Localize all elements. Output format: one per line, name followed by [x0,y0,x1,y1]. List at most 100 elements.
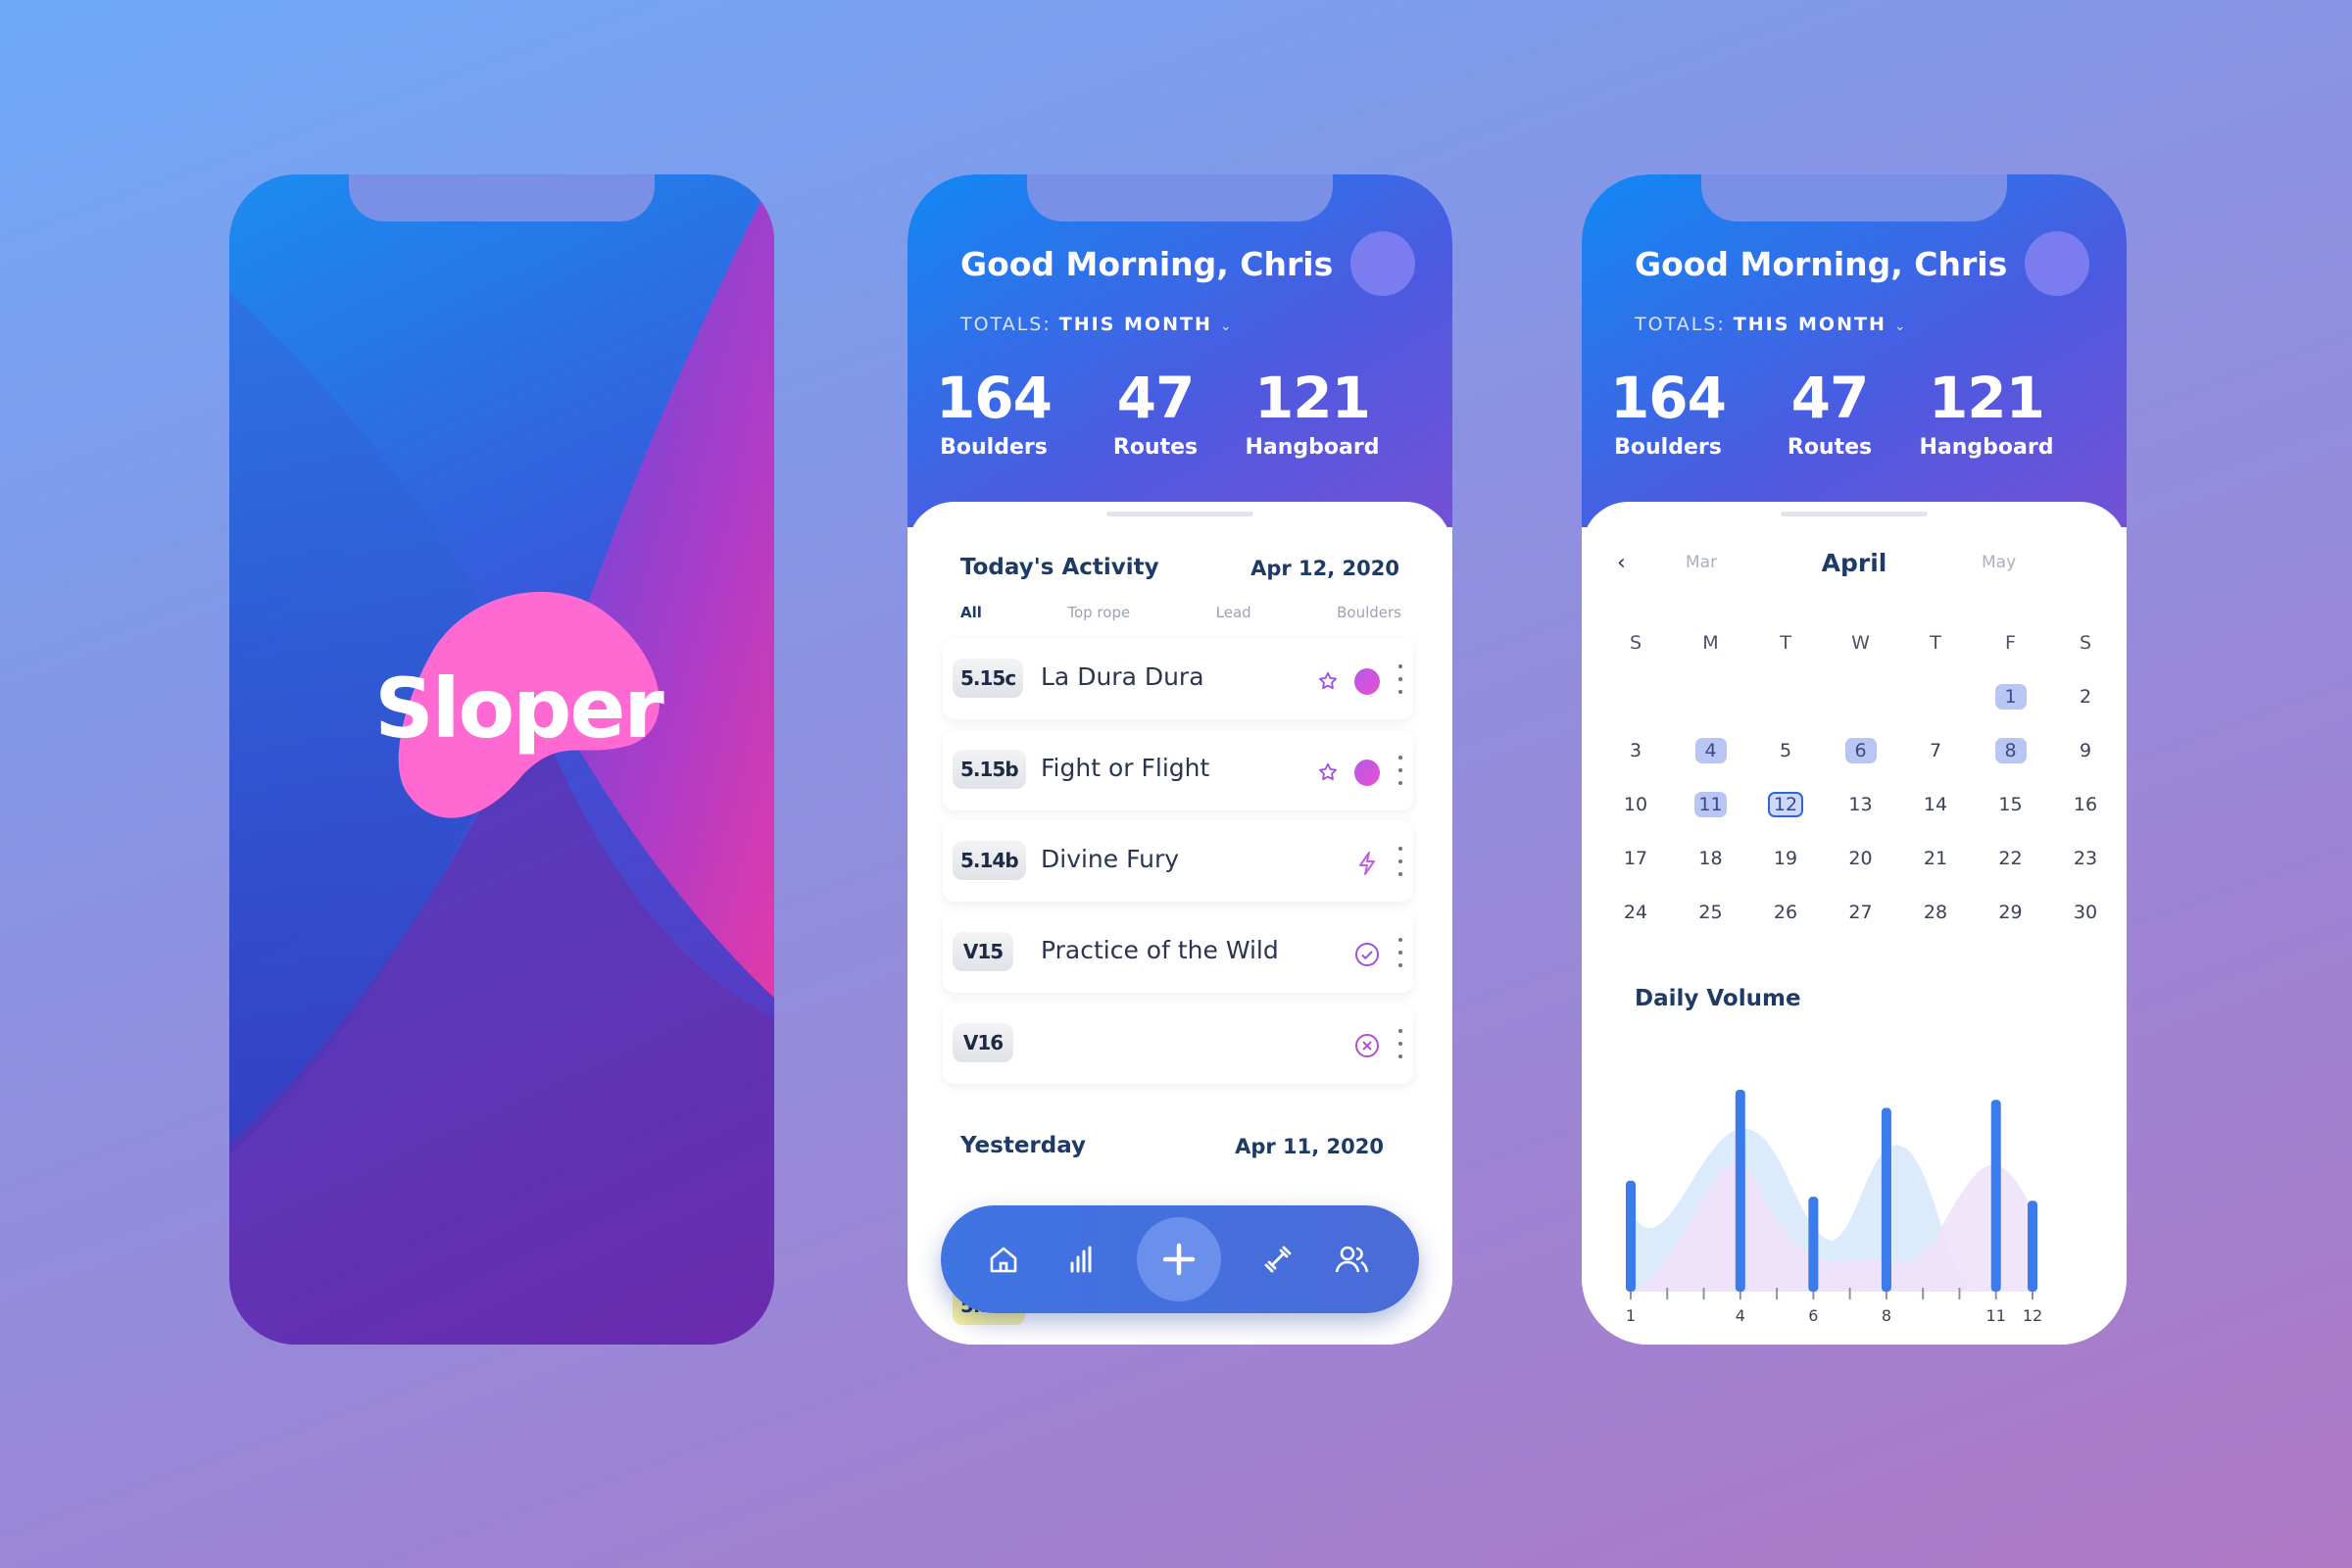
activity-row[interactable]: V16 [943,1004,1413,1084]
more-options-icon[interactable] [1397,664,1403,694]
avatar[interactable] [1350,231,1415,296]
phone-notch [349,174,655,221]
calendar-day[interactable]: 24 [1601,895,1670,930]
activity-row[interactable]: 5.15b Fight or Flight [943,730,1413,810]
more-options-icon[interactable] [1397,1029,1403,1058]
plus-icon[interactable] [1137,1217,1221,1301]
daily-volume-chart: 1 4 6 8 11 12 [1626,1090,2042,1325]
chevron-left-icon[interactable]: ‹ [1617,551,1626,575]
calendar-day[interactable]: 16 [2051,787,2120,822]
more-options-icon[interactable] [1397,847,1403,876]
calendar-day[interactable]: 26 [1751,895,1820,930]
calendar-day[interactable]: 5 [1751,733,1820,768]
volume-bar [1626,1180,1636,1292]
sheet-grab-handle[interactable] [1781,512,1928,516]
bolt-icon[interactable] [1354,851,1380,876]
x-tick-label: 4 [1736,1306,1745,1325]
stat-value: 47 [1790,365,1870,431]
greeting: Good Morning, Chris [1635,245,2008,283]
stats-icon[interactable] [1056,1234,1107,1285]
period-value: THIS MONTH [1733,314,1886,335]
star-icon[interactable] [1315,760,1341,785]
calendar-day[interactable]: 20 [1827,841,1895,876]
stat-label: Hangboard [1245,435,1380,460]
calendar-day[interactable]: 3 [1601,733,1670,768]
calendar-day[interactable]: 29 [1977,895,2045,930]
day-number: 21 [1923,848,1948,869]
color-dot-icon [1354,759,1380,786]
calendar-day[interactable]: 6 [1827,733,1895,768]
splash-screen: Sloper [229,174,774,1345]
day-number: 26 [1773,902,1798,923]
day-number: 10 [1623,794,1648,815]
activity-row[interactable]: V15 Practice of the Wild [943,912,1413,993]
totals-period-selector[interactable]: TOTALS: THIS MONTH ⌄ [1635,314,1908,335]
calendar-day[interactable]: 27 [1827,895,1895,930]
bottom-nav-bar [941,1205,1419,1313]
calendar-day[interactable]: 21 [1901,841,1970,876]
totals-label: TOTALS: [960,314,1052,335]
check-circle-icon[interactable] [1354,942,1380,967]
tab-boulders[interactable]: Boulders [1337,604,1401,621]
volume-bar [2028,1200,2037,1292]
calendar-day[interactable]: 18 [1677,841,1745,876]
more-options-icon[interactable] [1397,756,1403,785]
day-number: 11 [1694,792,1727,817]
period-value: THIS MONTH [1058,314,1212,335]
greeting: Good Morning, Chris [960,245,1334,283]
weekday-label: S [2079,632,2092,654]
tab-lead[interactable]: Lead [1215,604,1251,621]
x-tick-label: 12 [2023,1306,2042,1325]
calendar-day[interactable]: 19 [1751,841,1820,876]
calendar-day[interactable]: 30 [2051,895,2120,930]
phone-notch [1701,174,2007,221]
day-number: 19 [1773,848,1798,869]
avatar[interactable] [2025,231,2089,296]
calendar-day[interactable]: 14 [1901,787,1970,822]
calendar-day[interactable]: 28 [1901,895,1970,930]
users-icon[interactable] [1327,1234,1378,1285]
stat-value: 121 [1928,365,2045,431]
stat-routes: 47 Routes [1746,365,1913,460]
calendar-day[interactable]: 15 [1977,787,2045,822]
dumbbell-icon[interactable] [1252,1234,1303,1285]
logo-text: Sloper [374,661,664,757]
x-circle-icon[interactable] [1354,1033,1380,1058]
day-number: 15 [1998,794,2023,815]
next-month-label[interactable]: May [1982,553,2017,572]
calendar-day[interactable]: 2 [2051,679,2120,714]
more-options-icon[interactable] [1397,938,1403,967]
calendar-day[interactable]: 23 [2051,841,2120,876]
calendar-day[interactable]: 22 [1977,841,2045,876]
sloper-logo: Sloper [367,578,670,833]
tab-all[interactable]: All [960,604,982,621]
home-icon[interactable] [978,1234,1029,1285]
calendar-day[interactable]: 17 [1601,841,1670,876]
phone-notch [1027,174,1333,221]
tab-top-rope[interactable]: Top rope [1067,604,1131,621]
grade-badge: 5.15c [953,659,1024,698]
day-number: 29 [1998,902,2023,923]
activity-row[interactable]: 5.14b Divine Fury [943,821,1413,902]
star-icon[interactable] [1315,668,1341,694]
totals-period-selector[interactable]: TOTALS: THIS MONTH ⌄ [960,314,1234,335]
calendar-day[interactable]: 8 [1977,733,2045,768]
weekday-label: F [2005,632,2016,654]
calendar-day[interactable]: 13 [1827,787,1895,822]
activity-row[interactable]: 5.15c La Dura Dura [943,639,1413,719]
calendar-day[interactable]: 12 [1751,787,1820,822]
calendar-day[interactable]: 9 [2051,733,2120,768]
sheet-grab-handle[interactable] [1106,512,1253,516]
activity-sheet: Today's Activity Apr 12, 2020 All Top ro… [907,502,1452,1345]
calendar-day[interactable]: 4 [1677,733,1745,768]
calendar-day[interactable]: 11 [1677,787,1745,822]
calendar-day[interactable]: 25 [1677,895,1745,930]
calendar-day[interactable]: 10 [1601,787,1670,822]
prev-month-label[interactable]: Mar [1686,553,1718,572]
calendar-day[interactable]: 1 [1977,679,2045,714]
calendar-day[interactable]: 7 [1901,733,1970,768]
chevron-down-icon: ⌄ [1219,318,1234,334]
day-number: 3 [1629,740,1642,761]
current-month-label: April [1821,549,1887,577]
grade-badge: 5.15b [953,750,1026,789]
